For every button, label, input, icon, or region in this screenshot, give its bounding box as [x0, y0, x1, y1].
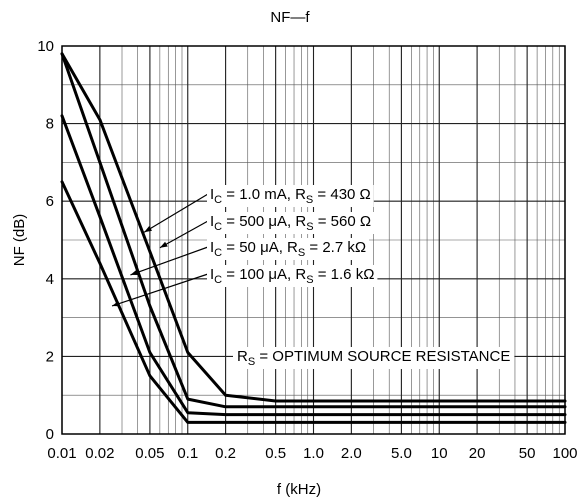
chart-title: NF—f	[270, 9, 310, 26]
x-tick-label: 0.05	[135, 445, 164, 462]
series-annotation-3-background	[207, 238, 370, 260]
series-annotation-1: IC = 1.0 mA, RS = 430 Ω	[210, 186, 371, 206]
annotation-arrowhead-2	[159, 241, 168, 248]
annotation-leader-1	[143, 193, 209, 233]
x-tick-label: 0.5	[265, 445, 286, 462]
y-axis-ticks: 0 2 4 6 8 10	[37, 38, 54, 443]
y-tick-label: 2	[46, 348, 54, 365]
y-axis-label: NF (dB)	[11, 214, 28, 267]
y-tick-label: 6	[46, 193, 54, 210]
x-tick-label: 0.02	[85, 445, 114, 462]
x-tick-label: 10	[431, 445, 448, 462]
series-line-4	[60, 180, 567, 424]
series-line-2	[60, 52, 567, 409]
series-annotation-2: IC = 500 μA, RS = 560 Ω	[210, 213, 371, 233]
rs-note-background	[233, 347, 515, 369]
annotation-leader-4	[111, 273, 209, 307]
x-tick-label: 20	[469, 445, 486, 462]
annotation-arrowhead-4	[112, 300, 121, 307]
y-tick-label: 10	[37, 38, 54, 55]
x-tick-label: 0.01	[47, 445, 76, 462]
y-tick-label: 4	[46, 271, 54, 288]
series-annotation-4: IC = 100 μA, RS = 1.6 kΩ	[210, 266, 374, 286]
x-tick-label: 100	[552, 445, 577, 462]
annotation-arrowhead-3	[130, 269, 139, 275]
annotation-leader-2	[159, 220, 209, 249]
x-tick-label: 1.0	[303, 445, 324, 462]
series-annotation-3: IC = 50 μA, RS = 2.7 kΩ	[210, 239, 366, 259]
series-line-1	[60, 52, 567, 403]
rs-note: RS = OPTIMUM SOURCE RESISTANCE	[237, 348, 510, 368]
y-tick-label: 0	[46, 426, 54, 443]
x-tick-label: 2.0	[341, 445, 362, 462]
plot-frame	[61, 45, 566, 435]
series-annotation-4-background	[207, 265, 378, 287]
x-axis-label: f (kHz)	[277, 481, 321, 498]
x-tick-label: 0.1	[177, 445, 198, 462]
series-layer	[60, 52, 567, 424]
series-annotation-2-background	[207, 212, 375, 234]
y-tick-label: 8	[46, 116, 54, 133]
annotation-leader-3	[130, 246, 209, 276]
x-tick-label: 5.0	[391, 445, 412, 462]
series-line-3	[60, 114, 567, 417]
series-annotation-1-background	[207, 185, 374, 207]
x-tick-label: 50	[519, 445, 536, 462]
annotation-layer: IC = 1.0 mA, RS = 430 Ω IC = 500 μA, RS =…	[111, 185, 515, 369]
annotation-arrowhead-1	[144, 226, 152, 233]
x-tick-label: 0.2	[215, 445, 236, 462]
x-axis-ticks: 0.01 0.02 0.05 0.1 0.2 0.5 1.0 2.0 5.0 10 20 50 100	[47, 445, 577, 462]
